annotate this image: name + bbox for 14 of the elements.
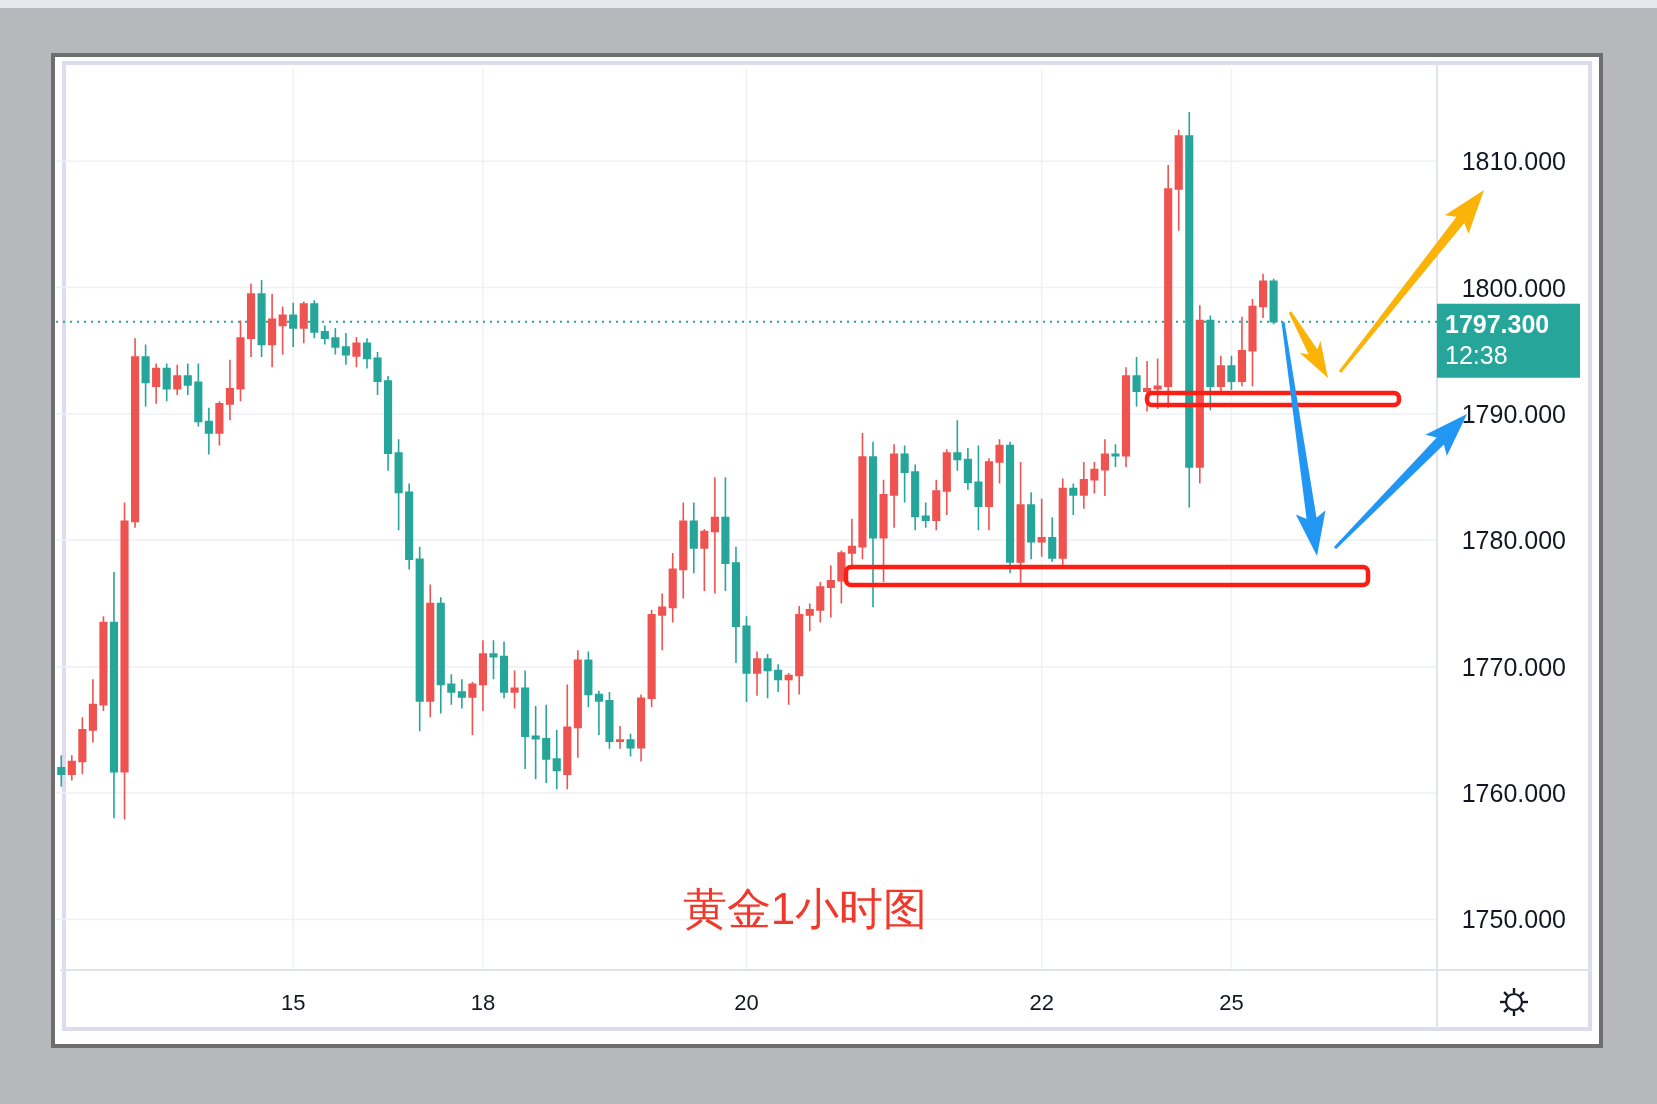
y-tick-label: 1810.000 (1461, 147, 1566, 176)
x-tick-label: 22 (1029, 990, 1054, 1015)
y-tick-label: 1760.000 (1461, 779, 1566, 808)
title: 黄金1小时图 (682, 884, 928, 933)
y-tick-label: 1770.000 (1461, 652, 1566, 681)
y-tick-label: 1790.000 (1461, 399, 1566, 428)
y-tick-label: 1800.000 (1461, 273, 1566, 302)
ref-line-label: 1797.300 12:38 (1445, 309, 1550, 369)
y-tick-label: 1750.000 (1461, 905, 1566, 934)
y-tick-label: 1780.000 (1461, 526, 1566, 555)
x-tick-label: 18 (470, 990, 496, 1015)
x-tick-label: 20 (734, 990, 759, 1015)
x-tick-label: 25 (1219, 990, 1244, 1015)
x-tick-label: 15 (280, 990, 306, 1015)
